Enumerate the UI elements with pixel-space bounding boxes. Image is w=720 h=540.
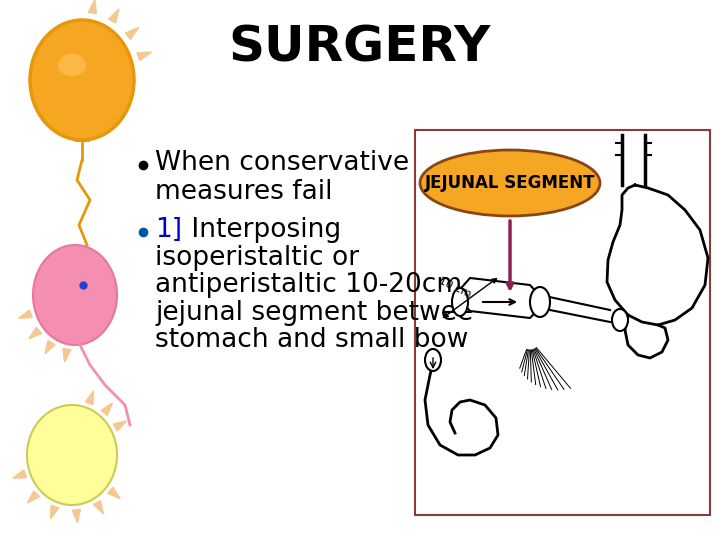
Polygon shape [89, 0, 96, 14]
Polygon shape [108, 487, 120, 499]
Text: SURGERY: SURGERY [229, 24, 491, 72]
Polygon shape [19, 310, 32, 318]
Text: stomach and small bow: stomach and small bow [155, 327, 469, 353]
Polygon shape [50, 505, 58, 519]
Ellipse shape [530, 287, 550, 317]
Polygon shape [137, 52, 151, 60]
Text: jejunal segment betwee: jejunal segment betwee [155, 300, 473, 326]
Polygon shape [45, 341, 55, 354]
Text: 10 cm: 10 cm [437, 276, 473, 300]
Ellipse shape [420, 150, 600, 216]
Polygon shape [101, 403, 112, 415]
Text: Interposing: Interposing [183, 217, 341, 243]
Polygon shape [455, 278, 545, 318]
Polygon shape [63, 348, 71, 362]
Polygon shape [113, 421, 127, 431]
FancyBboxPatch shape [415, 130, 710, 515]
Ellipse shape [58, 54, 86, 76]
Polygon shape [27, 491, 40, 503]
Ellipse shape [33, 245, 117, 345]
Ellipse shape [27, 405, 117, 505]
Text: When conservative: When conservative [155, 150, 409, 176]
Polygon shape [29, 327, 42, 339]
Text: JEJUNAL SEGMENT: JEJUNAL SEGMENT [425, 174, 595, 192]
Ellipse shape [612, 309, 628, 331]
Text: antiperistaltic 10-20cm: antiperistaltic 10-20cm [155, 272, 462, 298]
Ellipse shape [425, 349, 441, 371]
Polygon shape [109, 9, 119, 23]
Text: 1]: 1] [155, 217, 182, 243]
Polygon shape [125, 28, 139, 39]
Ellipse shape [30, 20, 134, 140]
Text: isoperistaltic or: isoperistaltic or [155, 245, 359, 271]
Ellipse shape [452, 288, 468, 316]
Polygon shape [86, 391, 94, 404]
Polygon shape [73, 509, 81, 523]
Polygon shape [13, 470, 27, 478]
Text: measures fail: measures fail [155, 179, 333, 205]
Polygon shape [94, 501, 104, 514]
